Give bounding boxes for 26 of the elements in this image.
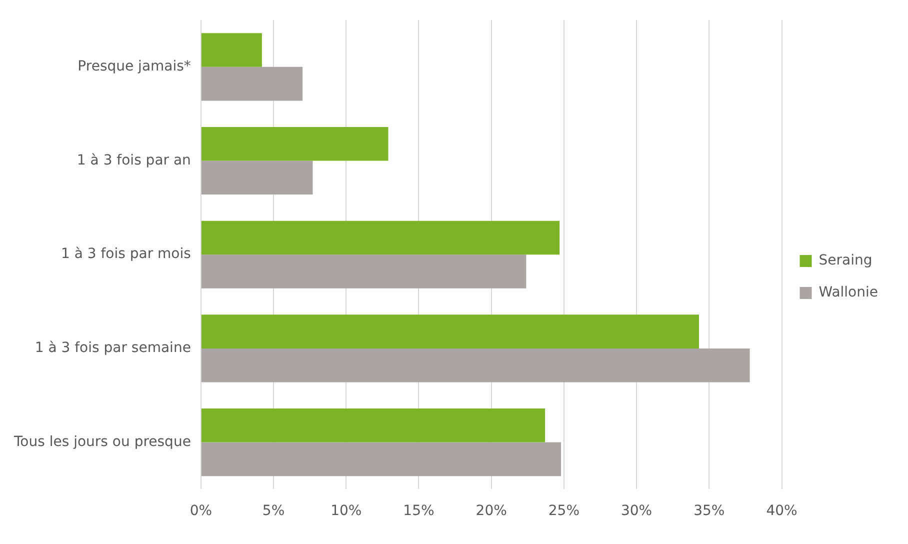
bar: [201, 66, 303, 101]
x-tick-label: 30%: [620, 503, 652, 520]
y-tick-label: Tous les jours ou presque: [12, 434, 191, 450]
y-tick-label: Presque jamais*: [78, 58, 191, 75]
x-tick-label: 35%: [694, 503, 725, 520]
bar: [201, 442, 562, 476]
bar: [201, 33, 262, 67]
bar: [201, 348, 750, 382]
y-tick-label: 1 à 3 fois par mois: [60, 246, 191, 262]
x-tick-label: 20%: [476, 503, 507, 520]
legend-label: Seraing: [818, 252, 872, 269]
y-tick-label: 1 à 3 fois par an: [76, 152, 191, 168]
bar: [201, 408, 546, 442]
bar: [201, 126, 388, 161]
bar: [201, 314, 699, 348]
bar: [201, 220, 560, 255]
x-tick-label: 25%: [548, 503, 580, 520]
bar: [201, 160, 313, 195]
x-tick-label: 10%: [330, 503, 362, 520]
x-tick-label: 5%: [262, 503, 285, 520]
x-tick-label: 40%: [766, 503, 798, 520]
x-tick-label: 0%: [190, 503, 212, 520]
y-tick-label: 1 à 3 fois par semaine: [34, 340, 191, 356]
legend-label: Wallonie: [818, 284, 878, 301]
x-tick-label: 15%: [403, 503, 434, 520]
bar: [201, 254, 526, 288]
